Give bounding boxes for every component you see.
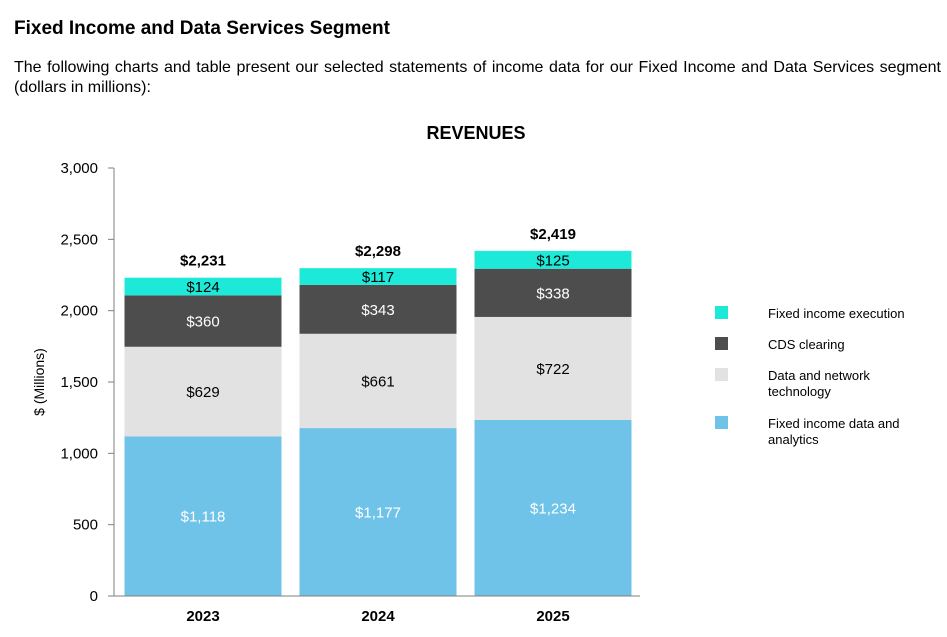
x-tick-label: 2025 bbox=[536, 608, 569, 625]
data-label: $722 bbox=[536, 361, 569, 378]
y-tick-label: 3,000 bbox=[60, 160, 98, 177]
bar-segment bbox=[124, 277, 282, 296]
bar-segment bbox=[124, 346, 282, 437]
legend-label: technology bbox=[768, 384, 831, 399]
legend: Fixed income execution CDS clearing Data a… bbox=[715, 306, 905, 447]
data-label: $1,234 bbox=[530, 500, 576, 517]
x-axis: 2023 2024 2025 bbox=[114, 595, 640, 625]
bar-segment bbox=[124, 436, 282, 596]
bars: $1,118 $629 $360 $124 $2,231 $1,177 $661 $343 $1… bbox=[124, 226, 632, 596]
legend-label: Fixed income execution bbox=[768, 306, 905, 321]
data-label: $661 bbox=[361, 373, 394, 390]
x-tick-label: 2024 bbox=[361, 608, 395, 625]
legend-label: Fixed income data and bbox=[768, 416, 900, 431]
y-axis: 0 500 1,000 1,500 2,000 2,500 3,000 bbox=[60, 160, 115, 605]
data-label: $124 bbox=[186, 279, 219, 296]
section-heading: Fixed Income and Data Services Segment bbox=[14, 18, 390, 39]
data-label: $1,177 bbox=[355, 505, 401, 522]
bar-segment bbox=[299, 333, 457, 429]
bar-segment bbox=[474, 268, 632, 317]
bar-segment bbox=[299, 268, 457, 285]
data-label: $360 bbox=[186, 314, 219, 331]
y-axis-label: $ (Millions) bbox=[31, 348, 47, 416]
y-tick-label: 500 bbox=[73, 517, 98, 534]
data-label: $343 bbox=[361, 302, 394, 319]
total-label: $2,231 bbox=[180, 253, 226, 270]
intro-paragraph: The following charts and table present o… bbox=[14, 59, 941, 96]
bar-segment bbox=[124, 295, 282, 347]
data-label: $629 bbox=[186, 384, 219, 401]
legend-swatch bbox=[715, 306, 728, 319]
data-label: $117 bbox=[362, 269, 394, 286]
y-tick-label: 2,000 bbox=[60, 303, 98, 320]
y-tick-label: 1,000 bbox=[60, 445, 98, 462]
legend-label: analytics bbox=[768, 432, 819, 447]
legend-label: CDS clearing bbox=[768, 337, 845, 352]
legend-swatch bbox=[715, 337, 728, 350]
bar-segment bbox=[474, 419, 632, 596]
data-label: $338 bbox=[536, 285, 569, 302]
data-label: $125 bbox=[536, 252, 569, 269]
x-tick-label: 2023 bbox=[186, 608, 219, 625]
bar-segment bbox=[299, 284, 457, 334]
chart-title: REVENUES bbox=[426, 123, 525, 143]
bar-segment bbox=[474, 250, 632, 269]
y-tick-label: 1,500 bbox=[60, 374, 98, 391]
y-tick-label: 2,500 bbox=[60, 231, 98, 248]
legend-label: Data and network bbox=[768, 368, 870, 383]
bar-segment bbox=[299, 428, 457, 596]
legend-swatch bbox=[715, 368, 728, 381]
y-tick-label: 0 bbox=[90, 588, 98, 605]
legend-swatch bbox=[715, 416, 728, 429]
bar-segment bbox=[474, 316, 632, 420]
data-label: $1,118 bbox=[181, 509, 226, 526]
total-label: $2,419 bbox=[530, 226, 576, 243]
total-label: $2,298 bbox=[355, 243, 401, 260]
